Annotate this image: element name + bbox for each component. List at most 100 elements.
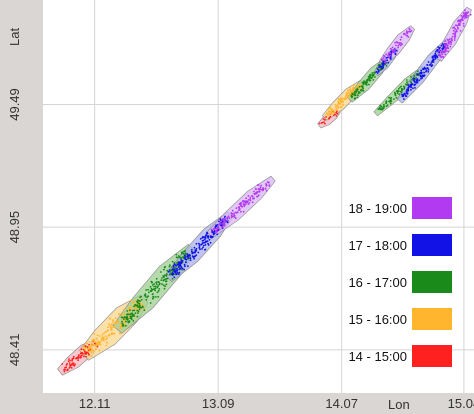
point-series-4-0-146 <box>235 207 238 210</box>
point-series-1-0-46 <box>98 349 101 352</box>
point-series-2-2-77 <box>405 83 407 86</box>
point-series-1-0-2 <box>98 335 101 337</box>
point-series-3-0-121 <box>183 255 186 257</box>
point-series-1-0-58 <box>128 311 131 313</box>
y-tick-label-1: 48.95 <box>7 211 22 244</box>
point-series-2-0-214 <box>125 324 127 327</box>
point-series-4-2-119 <box>449 40 452 43</box>
point-series-4-2-116 <box>442 56 445 59</box>
point-series-4-2-76 <box>463 13 466 16</box>
point-series-4-0-134 <box>223 223 226 226</box>
point-series-2-0-195 <box>133 309 136 312</box>
point-series-4-2-35 <box>455 24 457 27</box>
point-series-1-1-32 <box>334 104 337 106</box>
point-series-3-0-108 <box>176 269 179 272</box>
legend-label-2: 16 - 17:00 <box>348 275 407 290</box>
point-series-4-0-101 <box>223 222 226 224</box>
point-series-1-0-88 <box>120 314 123 317</box>
point-series-3-0-135 <box>178 266 180 268</box>
point-series-2-2-27 <box>378 106 381 109</box>
point-series-2-0-40 <box>154 289 157 292</box>
point-series-2-2-75 <box>389 102 392 105</box>
point-series-1-1-2 <box>349 88 351 91</box>
point-series-0-1-6 <box>323 121 325 123</box>
point-series-0-1-7 <box>318 122 321 125</box>
point-series-1-0-161 <box>134 308 137 310</box>
point-series-1-1-90 <box>352 84 355 86</box>
point-series-2-2-41 <box>415 76 417 79</box>
point-series-3-0-126 <box>207 237 210 239</box>
point-series-4-2-44 <box>463 9 466 12</box>
point-series-4-2-43 <box>466 16 468 19</box>
point-series-1-0-128 <box>98 343 100 346</box>
point-series-2-0-198 <box>129 317 132 319</box>
point-series-1-1-73 <box>343 97 346 100</box>
point-series-3-2-49 <box>441 43 444 45</box>
x-tick-label-2: 14.07 <box>325 396 358 411</box>
point-series-2-1-104 <box>385 65 388 67</box>
point-series-2-0-96 <box>158 283 161 286</box>
point-series-1-0-27 <box>106 341 108 344</box>
point-series-3-0-179 <box>193 257 196 260</box>
point-series-2-2-37 <box>400 85 403 88</box>
point-series-2-0-13 <box>131 309 134 312</box>
point-series-2-0-172 <box>165 283 168 286</box>
point-series-4-0-119 <box>240 204 243 206</box>
point-series-0-0-25 <box>81 354 83 357</box>
point-series-4-1-40 <box>401 43 403 46</box>
point-series-0-0-87 <box>72 357 75 360</box>
point-series-4-1-52 <box>403 32 406 35</box>
point-series-4-2-50 <box>443 43 446 45</box>
point-series-4-0-123 <box>261 188 263 191</box>
point-series-1-1-71 <box>347 97 350 100</box>
point-series-3-1-1 <box>380 68 383 70</box>
point-series-4-0-147 <box>222 226 224 229</box>
point-series-3-0-196 <box>180 267 183 269</box>
point-series-1-0-85 <box>109 324 111 327</box>
point-series-3-0-137 <box>173 268 176 271</box>
point-series-4-1-44 <box>399 44 402 47</box>
point-series-2-0-177 <box>134 303 137 306</box>
point-series-1-1-102 <box>342 101 344 104</box>
point-series-1-1-76 <box>340 105 343 108</box>
point-series-4-1-54 <box>404 34 407 36</box>
point-series-4-2-112 <box>460 19 463 21</box>
point-series-2-2-70 <box>402 85 405 88</box>
point-series-0-0-58 <box>80 352 83 355</box>
point-series-3-0-192 <box>208 238 211 241</box>
legend-label-0: 18 - 19:00 <box>348 201 407 216</box>
point-series-2-2-46 <box>385 105 388 108</box>
point-series-1-1-8 <box>342 97 345 100</box>
point-series-4-2-61 <box>459 30 462 32</box>
point-series-4-0-131 <box>233 214 236 217</box>
point-series-0-0-79 <box>66 369 69 372</box>
point-series-2-1-113 <box>355 90 358 93</box>
point-series-4-0-127 <box>245 201 248 203</box>
point-series-1-0-178 <box>89 346 92 348</box>
point-series-4-1-15 <box>394 41 396 44</box>
point-series-3-0-140 <box>195 242 198 245</box>
point-series-3-2-143 <box>436 56 439 59</box>
point-series-4-1-6 <box>388 52 390 55</box>
point-series-1-0-135 <box>112 326 115 329</box>
point-series-2-1-76 <box>371 72 374 74</box>
point-series-2-0-128 <box>125 320 127 323</box>
point-series-2-1-49 <box>366 78 369 81</box>
point-series-2-0-217 <box>126 317 129 320</box>
point-series-3-2-132 <box>413 77 416 80</box>
point-series-2-0-140 <box>140 299 143 301</box>
point-series-4-0-14 <box>233 212 236 215</box>
point-series-4-0-82 <box>248 201 251 204</box>
point-series-2-1-57 <box>354 98 356 100</box>
point-series-0-0-16 <box>69 359 71 362</box>
point-series-4-1-53 <box>389 54 392 57</box>
point-series-2-2-42 <box>399 86 401 89</box>
point-series-2-0-107 <box>149 302 152 304</box>
point-series-4-0-32 <box>249 198 252 200</box>
point-series-2-0-86 <box>129 309 131 312</box>
point-series-2-1-95 <box>354 93 356 96</box>
point-series-3-1-12 <box>379 66 382 68</box>
point-series-1-0-175 <box>127 307 130 309</box>
point-series-2-1-111 <box>364 81 367 84</box>
point-series-3-0-82 <box>187 257 190 259</box>
